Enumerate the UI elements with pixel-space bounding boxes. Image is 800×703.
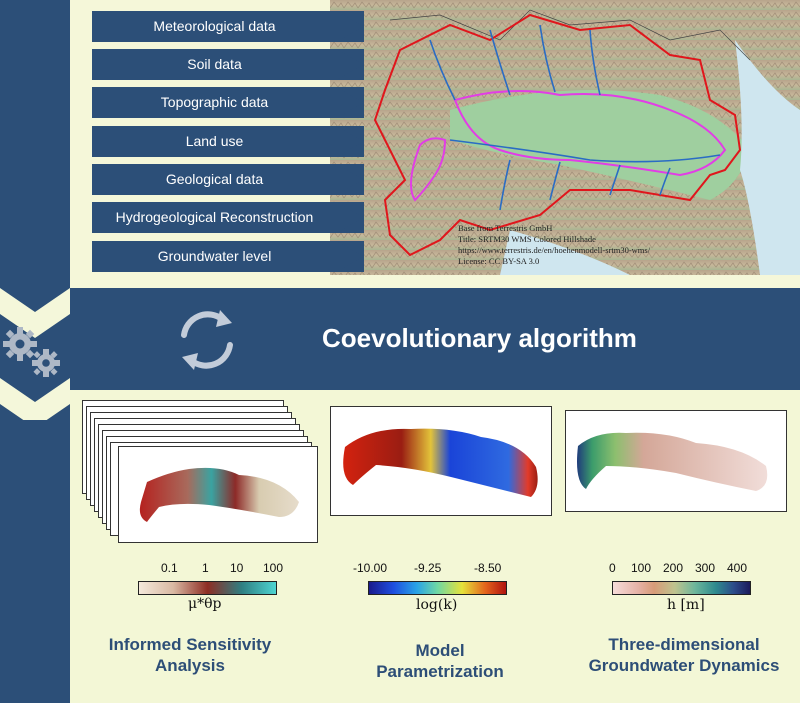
data-source-label: Groundwater level xyxy=(157,248,272,264)
credit-line: License: CC BY-SA 3.0 xyxy=(458,256,540,266)
dynamics-tick: 0 xyxy=(609,561,616,575)
data-source-box: Groundwater level xyxy=(92,241,364,272)
caption-line: Model xyxy=(415,641,465,660)
parametrization-tick: -10.00 xyxy=(353,561,388,575)
sensitivity-tick: 100 xyxy=(263,561,284,575)
arrow-tip-icon xyxy=(336,164,364,195)
credit-line: https://www.terrestris.de/en/hoehenmodel… xyxy=(458,245,651,255)
sensitivity-map xyxy=(139,467,299,522)
sensitivity-tick: 1 xyxy=(202,561,209,575)
parametrization-tick: -8.50 xyxy=(474,561,502,575)
data-source-box: Land use xyxy=(92,126,364,157)
credit-line: Title: SRTM30 WMS Colored Hillshade xyxy=(458,234,596,244)
relief-map xyxy=(330,0,800,275)
data-source-box: Topographic data xyxy=(92,87,364,118)
sensitivity-axis-label: μ*θp xyxy=(188,596,222,612)
dynamics-tick: 200 xyxy=(663,561,684,575)
data-source-label: Meteorological data xyxy=(153,18,276,34)
arrow-tip-icon xyxy=(336,87,364,118)
rivers xyxy=(429,24,721,211)
data-source-label: Geological data xyxy=(165,171,264,187)
caption-line: Informed Sensitivity xyxy=(108,635,272,654)
ligurian-sea xyxy=(500,230,630,275)
parametrization-tick: -9.25 xyxy=(414,561,442,575)
dynamics-tick: 400 xyxy=(727,561,748,575)
data-source-box: Soil data xyxy=(92,49,364,80)
parametrization-frame xyxy=(330,406,552,516)
dynamics-caption: Three-dimensional Groundwater Dynamics xyxy=(574,634,794,676)
dynamics-tick: 300 xyxy=(695,561,716,575)
parametrization-caption: Model Parametrization xyxy=(350,640,530,682)
algorithm-band xyxy=(0,288,800,390)
chevron-icon xyxy=(0,288,70,420)
arrow-tip-icon xyxy=(336,241,364,272)
data-source-box: Geological data xyxy=(92,164,364,195)
dynamics-frame xyxy=(565,410,787,512)
sensitivity-colorbar xyxy=(138,581,277,595)
arrow-tip-icon xyxy=(336,126,364,157)
data-source-label: Land use xyxy=(185,133,244,149)
dynamics-tick: 100 xyxy=(631,561,652,575)
parametrization-map xyxy=(343,428,538,497)
po-plain xyxy=(450,90,750,200)
algorithm-title: Coevolutionary algorithm xyxy=(322,323,637,353)
parametrization-axis-label: log(k) xyxy=(416,597,458,613)
dynamics-map xyxy=(577,432,768,491)
gears-icon xyxy=(3,327,60,377)
caption-line: Three-dimensional xyxy=(608,635,760,654)
caption-line: Parametrization xyxy=(376,662,504,681)
caption-line: Analysis xyxy=(155,656,225,675)
arrow-tip-icon xyxy=(336,49,364,80)
refresh-cycle-icon xyxy=(181,310,233,370)
national-border xyxy=(389,9,751,61)
data-source-label: Soil data xyxy=(187,56,242,72)
arrow-tip-icon xyxy=(336,202,364,233)
aquifer-boundary xyxy=(453,90,727,177)
dynamics-axis-label: h [m] xyxy=(667,597,705,613)
sensitivity-caption: Informed Sensitivity Analysis xyxy=(90,634,290,676)
data-source-box: Meteorological data xyxy=(92,11,364,42)
sensitivity-tick: 0.1 xyxy=(161,561,178,575)
sensitivity-map-frame xyxy=(118,446,318,543)
data-source-label: Topographic data xyxy=(160,94,269,110)
sensitivity-tick: 10 xyxy=(230,561,244,575)
data-source-label: Hydrogeological Reconstruction xyxy=(115,209,314,225)
data-source-box: Hydrogeological Reconstruction xyxy=(92,202,364,233)
adriatic-sea xyxy=(735,40,800,275)
map-credit: Base from Terrestris GmbH Title: SRTM30 … xyxy=(458,223,723,267)
aquifer-boundary-west xyxy=(410,137,447,202)
caption-line: Groundwater Dynamics xyxy=(588,656,780,675)
dynamics-colorbar xyxy=(612,581,751,595)
arrow-tip-icon xyxy=(336,11,364,42)
parametrization-colorbar xyxy=(368,581,507,595)
credit-line: Base from Terrestris GmbH xyxy=(458,223,553,233)
